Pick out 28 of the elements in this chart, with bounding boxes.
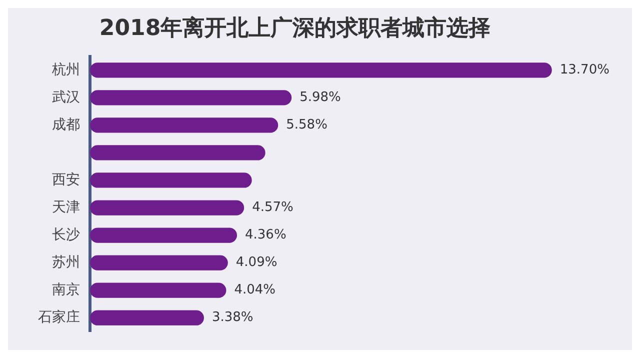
data-label: 4.04% xyxy=(234,282,276,298)
bar xyxy=(90,255,228,270)
bar xyxy=(90,310,204,326)
y-tick-label: 西安 xyxy=(52,172,80,188)
data-label: 5.98% xyxy=(300,90,341,106)
data-label: 4.36% xyxy=(244,228,286,243)
data-label: 4.57% xyxy=(252,200,294,216)
y-tick-label: 天津 xyxy=(52,199,80,216)
bar xyxy=(90,62,552,78)
chart-title: 2018年离开北上广深的求职者城市选择 xyxy=(99,14,491,41)
data-label: 13.70% xyxy=(560,62,610,78)
bar xyxy=(90,145,266,160)
data-label: 4.09% xyxy=(236,255,278,270)
bar xyxy=(90,90,292,106)
y-tick-label: 石家庄 xyxy=(38,309,80,326)
y-tick-label: 南京 xyxy=(52,282,80,298)
bar xyxy=(90,282,226,298)
y-tick-label: 苏州 xyxy=(52,254,80,270)
data-label: 3.38% xyxy=(212,310,254,326)
bar xyxy=(90,200,244,216)
bar xyxy=(90,228,237,243)
bar xyxy=(90,172,252,188)
y-tick-label: 长沙 xyxy=(52,226,80,243)
y-tick-label: 武汉 xyxy=(52,89,80,106)
data-label: 5.58% xyxy=(286,118,328,133)
y-tick-label: 杭州 xyxy=(51,62,80,78)
bar xyxy=(90,118,278,133)
y-tick-label: 成都 xyxy=(52,116,80,133)
